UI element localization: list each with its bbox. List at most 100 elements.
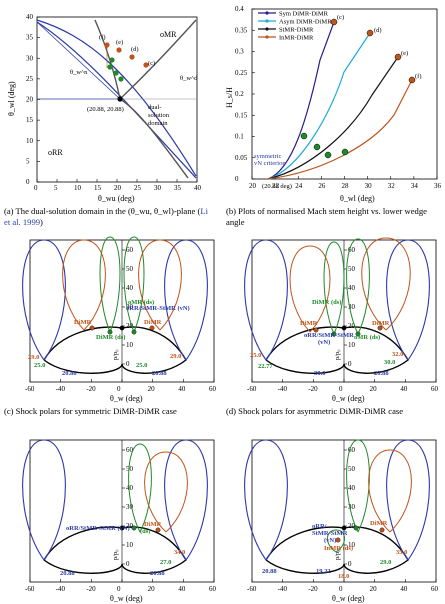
- panel-c-polar: -60 -40 -20 0 20 40 60 0 10 20 30 40 50 60 θ_w (deg) p/…: [0, 232, 222, 404]
- caption-a: (a) The dual-solution domain in the (θ_w…: [4, 206, 209, 227]
- polar-orange: [144, 451, 188, 533]
- polar-green-left: [323, 241, 345, 335]
- polar-xlabel: θ_w (deg): [110, 594, 143, 603]
- label-dimr-ds: DiMR (ds): [96, 334, 125, 341]
- value-5: 20.88: [62, 370, 77, 377]
- value-2: 29.0: [380, 559, 391, 566]
- polar-xtick: 20: [370, 385, 378, 393]
- panel-b-ytick: 0: [235, 175, 239, 183]
- panel-b-xtick: 28: [342, 182, 350, 190]
- label-orr-vn: oRR/StMR-StMR (vN): [126, 305, 190, 312]
- label-ds: (ds): [140, 528, 150, 535]
- panel-a-ytick: 35: [26, 34, 34, 42]
- panel-b-ytick: 0.3: [235, 48, 244, 56]
- label-omr-ds: oMR (ds): [128, 299, 154, 306]
- polar-point: [335, 537, 341, 543]
- label-vn: (vN): [324, 537, 336, 544]
- panel-a-ytick: 30: [26, 54, 34, 62]
- panel-a-xtick: 35: [174, 184, 182, 192]
- panel-e-svg: -60 -40 -20 0 20 40 60 0 10 20 30 40 50 60 θ_w (deg) p/…: [22, 439, 217, 603]
- polar-ytick: 0: [348, 560, 352, 568]
- polar-ytick: 20: [126, 522, 134, 530]
- polar-ytick: 40: [126, 484, 134, 492]
- panel-a-dual-solution-domain: 0 5 10 15 20 25 30 35 40 0 5 10 15 20 25 30 35 40 (f) (e)…: [0, 0, 215, 205]
- panel-b-xtick: 26: [318, 182, 326, 190]
- label-dimr: DiMR: [370, 520, 388, 527]
- polar-xtick: -60: [25, 385, 35, 393]
- marker-green-2: [313, 143, 321, 151]
- polar-point: [379, 527, 385, 533]
- panel-d-polar: -60 -40 -20 0 20 40 60 0 10 20 30 40 50 60 θ_w (deg) p/…: [222, 232, 444, 404]
- label-orr: oRR/StMR-StMR: [304, 332, 354, 339]
- label-dimr-right: DiMR: [144, 319, 162, 326]
- polar-ytick: 50: [348, 465, 356, 473]
- polar-orange-left: [62, 239, 106, 331]
- polar-ylabel: p/p₀: [334, 349, 341, 360]
- polar-xtick: 60: [431, 385, 439, 393]
- panel-b-ytick: 0.05: [235, 154, 248, 162]
- value-4: 20.88: [150, 570, 165, 577]
- label-case-d: (d): [131, 46, 139, 53]
- note-symmetric: symmetric: [254, 153, 282, 160]
- label-dual-2: solution: [148, 112, 170, 119]
- label-orr: oRR/: [312, 523, 327, 530]
- von-neumann-curve-right: [119, 19, 197, 100]
- polar-ylabel: p/p₀: [112, 349, 119, 360]
- polar-xtick: 60: [431, 585, 439, 593]
- panel-a-ytick: 10: [26, 137, 34, 145]
- citation-link[interactable]: Li et al. 1999: [4, 206, 209, 227]
- value-3: 20.88: [60, 570, 75, 577]
- note-start: (20.88 deg): [262, 183, 292, 190]
- panel-b-xtick: 36: [434, 182, 442, 190]
- polar-xtick: 40: [400, 385, 408, 393]
- polar-point: [155, 527, 161, 533]
- polar-xtick: -60: [247, 385, 257, 393]
- polar-ytick: 40: [348, 484, 356, 492]
- polar-ytick: 30: [348, 503, 356, 511]
- value-1: 34.0: [174, 549, 185, 556]
- polar-xtick: 0: [117, 385, 121, 393]
- polar-point: [149, 325, 155, 331]
- marker-c: [330, 18, 338, 26]
- curve-inmr-dimr: [267, 79, 413, 180]
- polar-ytick: 40: [126, 284, 134, 292]
- panel-b-xtick: 20: [249, 182, 257, 190]
- polar-green-right: [346, 238, 370, 335]
- polar-ytick: 10: [126, 541, 134, 549]
- value-4: 19.22: [316, 568, 331, 575]
- polar-point: [353, 525, 359, 531]
- label-dimr-ds: DiMR (ds): [312, 299, 341, 306]
- label-e: (e): [401, 50, 408, 57]
- polar-blue-right: [164, 239, 208, 361]
- panel-a-ytick: 40: [26, 13, 34, 21]
- polar-point: [107, 329, 113, 335]
- label-dimr-right: DiMR: [372, 320, 390, 327]
- panel-a-xtick: 5: [54, 184, 58, 192]
- panel-b-ylabel: H_s/H: [225, 87, 234, 108]
- polar-ytick: 50: [126, 465, 134, 473]
- polar-ytick: 0: [348, 360, 352, 368]
- label-symmetric-point: (20.88, 20.88): [87, 106, 124, 113]
- polar-xtick: 40: [178, 585, 186, 593]
- polar-blue-right: [164, 439, 208, 561]
- legend-label: StMR-DiMR: [279, 26, 314, 33]
- polar-ytick: 60: [348, 246, 356, 254]
- panel-b-ytick: 0.1: [235, 133, 244, 141]
- panel-f-svg: -60 -40 -20 0 20 40 60 0 10 20 30 40 50 60 θ_w (deg) p/…: [244, 439, 439, 603]
- label-dimr-left: DiMR: [300, 320, 318, 327]
- polar-ytick: 20: [348, 322, 356, 330]
- value-3: 25.0: [34, 362, 45, 369]
- case-points: [104, 42, 149, 102]
- polar-xtick: -40: [56, 385, 66, 393]
- value-3: 20.88: [262, 568, 277, 575]
- label-inmr: InMR (ds): [324, 545, 353, 552]
- caption-b: (b) Plots of normalised Mach stem height…: [226, 206, 427, 227]
- panel-a-xtick: 10: [74, 184, 82, 192]
- polar-xlabel: θ_w (deg): [332, 394, 365, 403]
- label-dimr-left: DiMR: [74, 319, 92, 326]
- label-orr-vn: oRR/StMR-StMR (vN): [66, 525, 130, 532]
- polar-xlabel: θ_w (deg): [110, 394, 143, 403]
- label-f: (f): [415, 73, 422, 80]
- point-c-orange: [143, 62, 149, 68]
- panel-b-xlabel: θ_wl (deg): [340, 194, 375, 203]
